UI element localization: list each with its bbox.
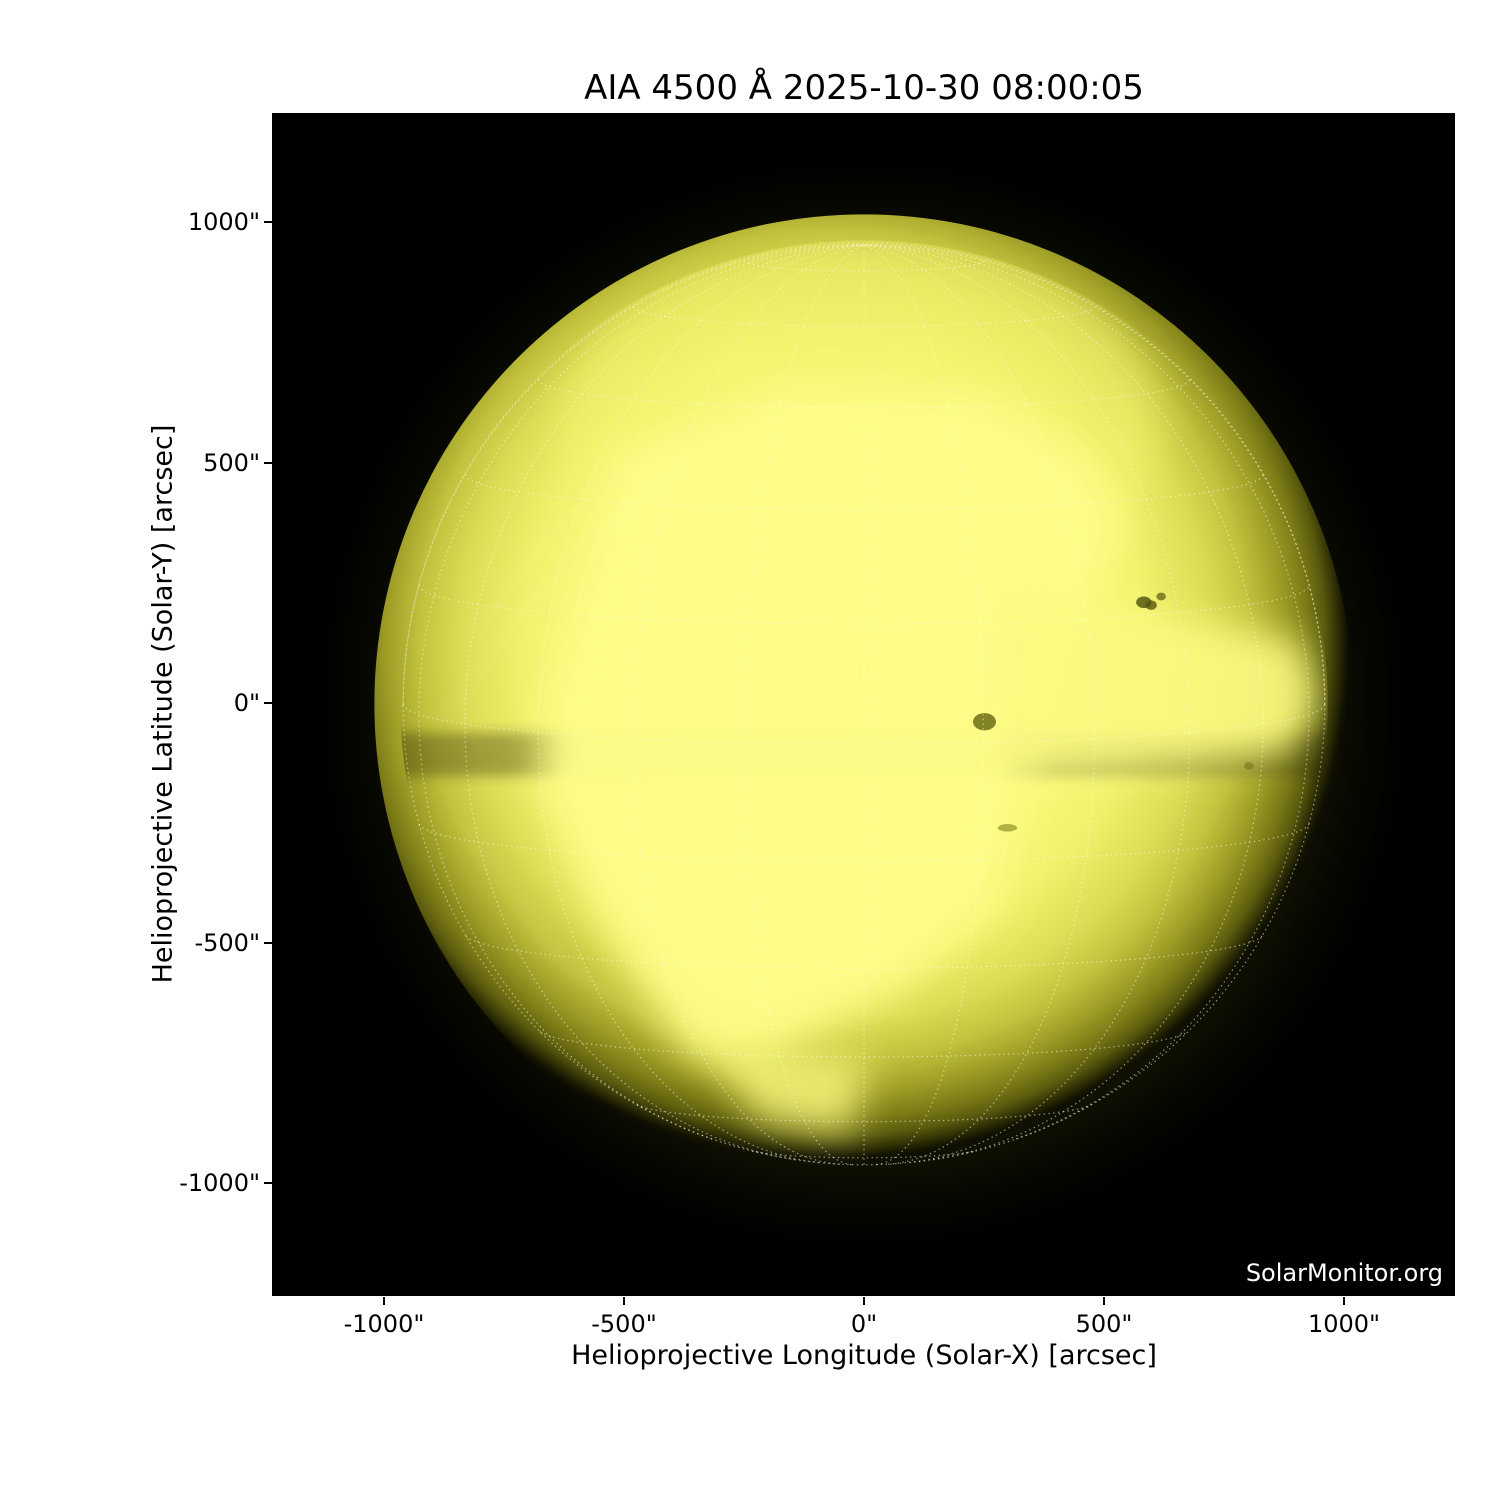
- grid-meridian: [863, 244, 984, 1166]
- x-axis-label: Helioprojective Longitude (Solar-X) [arc…: [571, 1340, 1157, 1371]
- bright-region-core: [540, 384, 1126, 1061]
- page-title: AIA 4500 Å 2025-10-30 08:00:05: [584, 68, 1144, 108]
- grid-meridian: [744, 244, 865, 1166]
- bright-region-east-tongue: [999, 589, 1320, 780]
- y-axis-label: Helioprojective Latitude (Solar-Y) [arcs…: [147, 424, 179, 984]
- sunspot: [1156, 592, 1166, 601]
- sunspot: [997, 824, 1018, 832]
- filament-streak: [467, 828, 662, 1032]
- grid-meridian: [537, 244, 865, 1164]
- filament-streak: [438, 477, 662, 722]
- x-tick-label: 0": [850, 1310, 878, 1338]
- tick-mark: [264, 462, 272, 464]
- x-tick-label: -1000": [343, 1310, 425, 1338]
- tick-mark: [863, 1297, 865, 1305]
- y-tick-label: 0": [233, 689, 260, 717]
- grid-parallel: [633, 306, 1095, 328]
- grid-parallel: [402, 703, 1326, 745]
- tick-mark: [264, 702, 272, 704]
- grid-meridian: [418, 244, 865, 1140]
- grid-meridian: [863, 244, 1310, 1140]
- tick-mark: [623, 1297, 625, 1305]
- grid-parallel: [418, 823, 1310, 863]
- disk-features: [400, 240, 1328, 1136]
- sunspot: [1244, 762, 1254, 770]
- heliographic-grid: [402, 242, 1326, 1166]
- x-tick-label: 1000": [1307, 1310, 1381, 1338]
- y-tick-label: -1000": [179, 1169, 260, 1197]
- filament-streak: [467, 423, 692, 643]
- grid-meridian: [863, 244, 1191, 1164]
- y-tick-label: 500": [203, 449, 260, 477]
- sun-image: [272, 113, 1455, 1296]
- bright-region-south-streak: [699, 1040, 870, 1136]
- sunspot: [972, 713, 996, 731]
- x-tick-label: 500": [1075, 1310, 1133, 1338]
- grid-limb-circle: [402, 242, 1326, 1166]
- grid-parallel: [636, 1104, 1092, 1123]
- grid-parallel: [464, 474, 1264, 510]
- watermark: SolarMonitor.org: [1245, 1259, 1443, 1287]
- tick-mark: [264, 1182, 272, 1184]
- tick-mark: [264, 942, 272, 944]
- grid-meridian: [464, 244, 865, 1161]
- x-tick-label: -500": [591, 1310, 657, 1338]
- tick-mark: [1103, 1297, 1105, 1305]
- tick-mark: [264, 221, 272, 223]
- grid-parallel: [744, 260, 984, 272]
- sunspot: [1145, 600, 1157, 610]
- y-tick-label: -500": [194, 929, 260, 957]
- tick-mark: [383, 1297, 385, 1305]
- plot-area: SolarMonitor.org: [272, 113, 1455, 1296]
- y-tick-label: 1000": [187, 208, 260, 236]
- tick-mark: [1343, 1297, 1345, 1305]
- grid-meridian: [863, 244, 1264, 1161]
